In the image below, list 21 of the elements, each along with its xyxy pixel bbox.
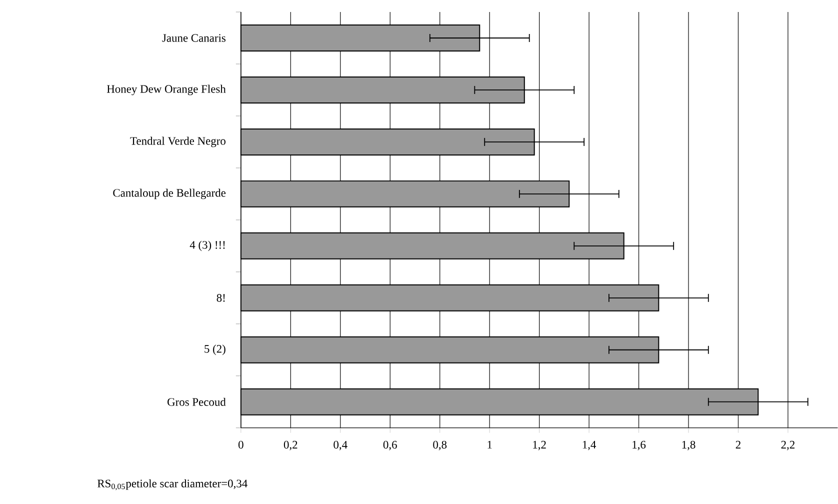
y-tick-label: Tendral Verde Negro bbox=[130, 136, 226, 148]
text: RS$_{0,05}$petiole scar diameter=0,34 bbox=[98, 479, 248, 490]
y-tick-label: Cantaloup de Bellegarde bbox=[113, 188, 226, 200]
x-tick-label: 0,8 bbox=[433, 440, 447, 450]
y-tick-label: Honey Dew Orange Flesh bbox=[106, 84, 226, 96]
x-tick-label: 1,2 bbox=[533, 440, 546, 450]
x-tick-label: 0,4 bbox=[334, 440, 348, 450]
y-tick-label: 8! bbox=[216, 294, 225, 302]
y-tick-label: 5 (2) bbox=[204, 344, 226, 356]
y-tick-label: Gros Pecoud bbox=[168, 398, 226, 406]
x-tick-label: 0 bbox=[238, 440, 244, 449]
x-tick-label: 2,2 bbox=[781, 440, 794, 450]
x-tick-label: 1,8 bbox=[682, 440, 696, 450]
x-tick-label: 0,2 bbox=[284, 440, 298, 450]
x-tick-label: 0,6 bbox=[383, 440, 397, 450]
y-tick-label: 4 (3) !!! bbox=[190, 240, 225, 252]
x-tick-label: 1,6 bbox=[632, 440, 646, 450]
y-tick-label: Jaune Canaris bbox=[162, 34, 226, 42]
x-tick-label: 1 bbox=[488, 440, 492, 449]
x-tick-label: 2 bbox=[736, 440, 740, 449]
x-tick-label: 1,4 bbox=[582, 440, 596, 450]
